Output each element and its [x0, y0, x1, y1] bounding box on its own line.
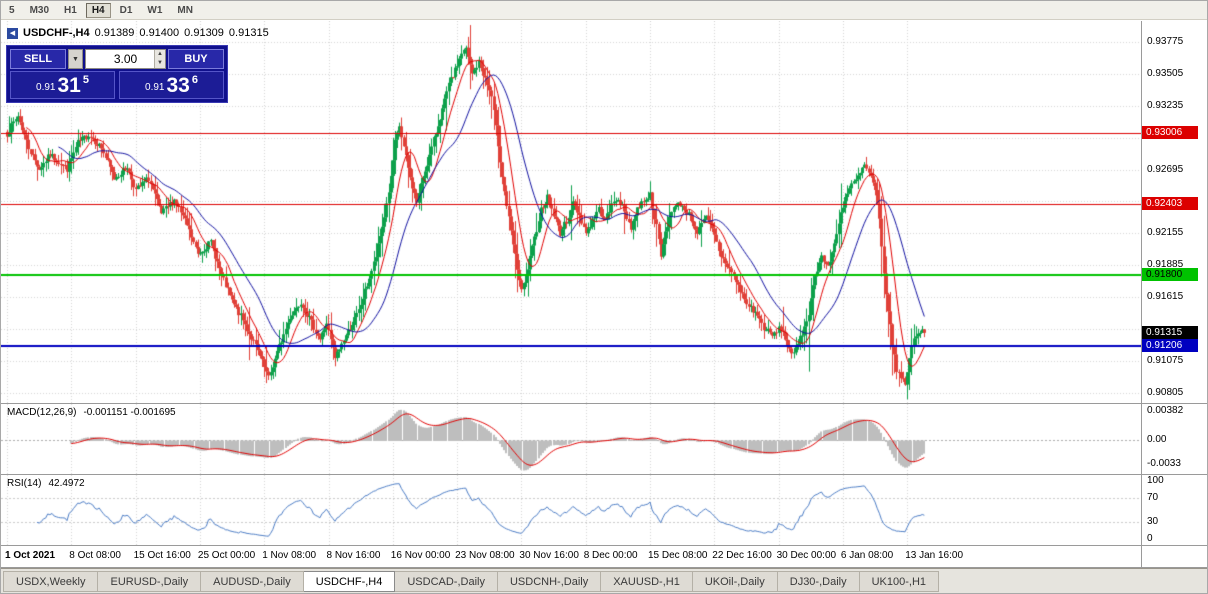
lot-spinner[interactable]: ▲ ▼: [154, 50, 165, 68]
price-axis-label: 0.91075: [1147, 355, 1184, 367]
time-axis-label: 1 Nov 08:00: [262, 550, 317, 561]
panel-separator[interactable]: [1, 474, 1207, 475]
current-price-tag: 0.91315: [1142, 325, 1198, 339]
timeframe-button-w1[interactable]: W1: [147, 4, 163, 16]
chart-tab-usdx-weekly[interactable]: USDX,Weekly: [3, 571, 99, 592]
chart-tab-bar: USDX,Weekly EURUSD-,Daily AUDUSD-,Daily USD…: [1, 568, 1207, 593]
sell-price-prefix: 0.91: [36, 82, 56, 93]
rsi-panel-canvas[interactable]: [1, 475, 1141, 545]
chart-symbol-icon: ◀: [7, 27, 18, 39]
spin-up-icon: ▲: [157, 51, 163, 57]
chart-tab-eurusd-daily[interactable]: EURUSD-,Daily: [98, 571, 202, 592]
chart-area: 0.93775 0.93505 0.93235 0.92695 0.92155 0.918…: [1, 21, 1207, 568]
price-level-tag: 0.91206: [1142, 338, 1198, 352]
chart-bottom-separator: [1, 567, 1207, 568]
timeframe-button-h1[interactable]: H1: [64, 4, 77, 16]
time-axis-label: 8 Oct 08:00: [69, 550, 121, 561]
time-axis-label: 23 Nov 08:00: [455, 550, 515, 561]
buy-button[interactable]: BUY: [168, 49, 224, 69]
macd-name: MACD(12,26,9): [7, 407, 77, 418]
time-axis-label: 8 Nov 16:00: [326, 550, 381, 561]
rsi-axis[interactable]: 100 70 30 0: [1142, 475, 1207, 545]
chart-header: ◀ USDCHF-,H4 0.91389 0.91400 0.91309 0.9…: [7, 27, 269, 39]
sell-price-pip: 5: [82, 74, 89, 86]
price-axis-label: 0.93775: [1147, 35, 1184, 47]
price-axis-label: 0.91615: [1147, 291, 1184, 303]
chart-tab-uk100-h1[interactable]: UK100-,H1: [859, 571, 940, 592]
buy-price-big: 33: [166, 74, 190, 98]
panel-separator[interactable]: [1, 403, 1207, 404]
chevron-down-icon: ▼: [72, 55, 79, 63]
rsi-value: 42.4972: [48, 478, 85, 489]
price-axis-label: 0.92695: [1147, 163, 1184, 175]
one-click-trading-panel: SELL ▼ 3.00 ▲ ▼ BUY 0.91 31 5 0.91 33 6: [6, 45, 228, 103]
macd-axis[interactable]: 0.00382 0.00 -0.0033: [1142, 404, 1207, 474]
timeframe-toolbar: 5 M30 H1 H4 D1 W1 MN: [1, 1, 1207, 20]
buy-price-pip: 6: [191, 74, 198, 86]
timeframe-button-m30[interactable]: M30: [29, 4, 50, 16]
time-axis-label: 30 Dec 00:00: [776, 550, 837, 561]
time-axis-label: 15 Oct 16:00: [133, 550, 191, 561]
macd-values: -0.001151 -0.001695: [83, 407, 176, 418]
rsi-name: RSI(14): [7, 478, 42, 489]
lot-dropdown-button[interactable]: ▼: [68, 49, 83, 69]
time-axis-label: 16 Nov 00:00: [390, 550, 451, 561]
price-axis-label: 0.92155: [1147, 227, 1184, 239]
buy-price-display[interactable]: 0.91 33 6: [119, 71, 224, 99]
ohlc-low: 0.91309: [184, 27, 224, 39]
spin-down-icon: ▼: [157, 60, 163, 66]
time-axis-label: 8 Dec 00:00: [583, 550, 638, 561]
chart-tab-usdchf-h4[interactable]: USDCHF-,H4: [303, 571, 396, 592]
timeframe-button-5[interactable]: 5: [9, 4, 15, 16]
price-level-tag: 0.92403: [1142, 197, 1198, 211]
chart-tab-audusd-daily[interactable]: AUDUSD-,Daily: [201, 571, 304, 592]
time-axis-label: 30 Nov 16:00: [519, 550, 579, 561]
price-axis-label: 0.93505: [1147, 67, 1184, 79]
price-axis-label: 0.90805: [1147, 387, 1184, 399]
chart-tab-xauusd-h1[interactable]: XAUUSD-,H1: [601, 571, 693, 592]
ohlc-close: 0.91315: [228, 27, 269, 39]
chart-tab-dj30-daily[interactable]: DJ30-,Daily: [777, 571, 860, 592]
price-level-tag: 0.93006: [1142, 125, 1198, 139]
price-level-tag: 0.91800: [1142, 268, 1198, 282]
macd-indicator-label: MACD(12,26,9) -0.001151 -0.001695: [7, 407, 176, 418]
macd-axis-label: 0.00382: [1147, 404, 1184, 416]
time-axis-label: 15 Dec 08:00: [648, 550, 708, 561]
macd-axis-label: 0.00: [1147, 433, 1167, 445]
chart-tab-usdcnh-daily[interactable]: USDCNH-,Daily: [497, 571, 602, 592]
rsi-axis-label: 0: [1147, 533, 1153, 544]
macd-axis-label: -0.0033: [1147, 458, 1181, 470]
ohlc-high: 0.91400: [139, 27, 180, 39]
time-axis-label: 6 Jan 08:00: [840, 550, 894, 561]
ohlc-open: 0.91389: [94, 27, 135, 39]
rsi-axis-label: 30: [1147, 515, 1159, 527]
rsi-axis-label: 70: [1147, 492, 1159, 504]
buy-price-prefix: 0.91: [145, 82, 165, 93]
timeframe-button-d1[interactable]: D1: [119, 4, 133, 16]
time-axis-label: 22 Dec 16:00: [712, 550, 772, 561]
chart-title: USDCHF-,H4: [23, 27, 90, 39]
sell-price-display[interactable]: 0.91 31 5: [10, 71, 115, 99]
price-axis-label: 0.93235: [1147, 99, 1184, 111]
price-axis-separator[interactable]: [1141, 21, 1142, 567]
panel-separator[interactable]: [1, 545, 1207, 546]
time-axis-label: 13 Jan 16:00: [905, 550, 964, 561]
price-axis[interactable]: 0.93775 0.93505 0.93235 0.92695 0.92155 0.918…: [1142, 21, 1207, 403]
sell-button[interactable]: SELL: [10, 49, 66, 69]
time-axis-label: 1 Oct 2021: [5, 550, 56, 561]
timeframe-button-mn[interactable]: MN: [177, 4, 193, 16]
lot-size-input[interactable]: 3.00 ▲ ▼: [85, 49, 166, 69]
rsi-axis-label: 100: [1147, 475, 1164, 486]
time-axis[interactable]: 1 Oct 2021 8 Oct 08:00 15 Oct 16:00 25 Oct …: [1, 546, 1141, 567]
macd-panel-canvas[interactable]: [1, 404, 1141, 474]
price-axis-label: 0.91885: [1147, 259, 1184, 271]
chart-tab-usdcad-daily[interactable]: USDCAD-,Daily: [395, 571, 498, 592]
sell-price-big: 31: [57, 74, 81, 98]
chart-tab-ukoil-daily[interactable]: UKOil-,Daily: [692, 571, 778, 592]
rsi-indicator-label: RSI(14) 42.4972: [7, 478, 85, 489]
timeframe-button-h4[interactable]: H4: [85, 2, 111, 18]
time-axis-label: 25 Oct 00:00: [197, 550, 256, 561]
lot-size-value: 3.00: [113, 52, 138, 66]
